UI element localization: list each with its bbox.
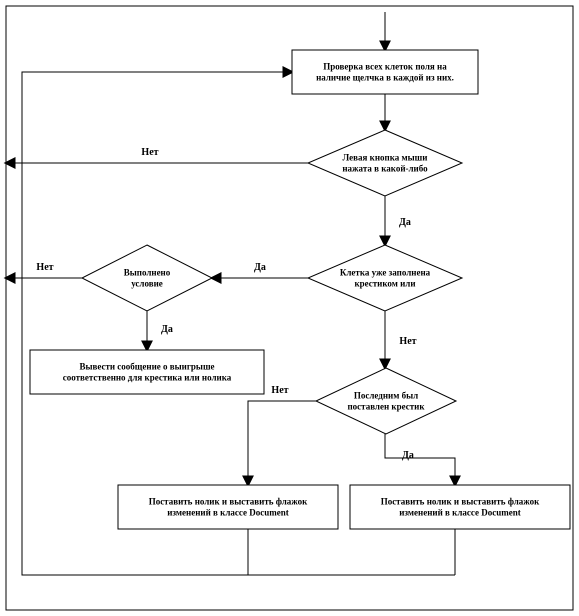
node-text: Левая кнопка мыши	[343, 153, 428, 163]
edge-label: Да	[399, 217, 411, 228]
node-text: Вывести сообщение о выигрыше	[79, 362, 214, 372]
edge-label: Да	[254, 262, 266, 273]
edge-label: Нет	[141, 147, 158, 158]
node-text: Выполнено	[124, 268, 171, 278]
edge-label: Да	[161, 324, 173, 335]
node-n6: Последним былпоставлен крестик	[316, 368, 456, 434]
node-n8: Поставить нолик и выставить флажокизмене…	[350, 485, 570, 529]
node-text: Проверка всех клеток поля на	[323, 62, 447, 72]
edge	[248, 529, 455, 575]
node-text: соответственно для крестика или нолика	[63, 373, 232, 383]
edge	[385, 434, 455, 485]
node-n4: Выполненоусловие	[82, 245, 212, 311]
node-n7: Поставить нолик и выставить флажокизмене…	[118, 485, 338, 529]
nodes: Проверка всех клеток поля наналичие щелч…	[30, 50, 570, 529]
edge-label: Нет	[399, 336, 416, 347]
node-n2: Левая кнопка мышинажата в какой-либо	[308, 130, 462, 196]
edge-label: Нет	[271, 385, 288, 396]
node-text: нажата в какой-либо	[342, 164, 428, 174]
edge-label: Да	[402, 450, 414, 461]
edge-label: Нет	[36, 262, 53, 273]
node-n5: Вывести сообщение о выигрышесоответствен…	[30, 350, 264, 394]
node-n3: Клетка уже заполненакрестиком или	[308, 245, 462, 311]
node-text: Последним был	[354, 391, 418, 401]
node-text: поставлен крестик	[347, 402, 425, 412]
node-text: Поставить нолик и выставить флажок	[381, 497, 540, 507]
node-text: изменений в классе Document	[167, 508, 288, 518]
node-text: крестиком или	[354, 279, 415, 289]
node-n1: Проверка всех клеток поля наналичие щелч…	[292, 50, 478, 94]
node-text: Поставить нолик и выставить флажок	[149, 497, 308, 507]
node-text: условие	[131, 279, 163, 289]
node-text: Клетка уже заполнена	[340, 268, 431, 278]
node-text: наличие щелчка в каждой из них.	[316, 73, 454, 83]
node-text: изменений в классе Document	[399, 508, 520, 518]
edge	[248, 401, 316, 485]
